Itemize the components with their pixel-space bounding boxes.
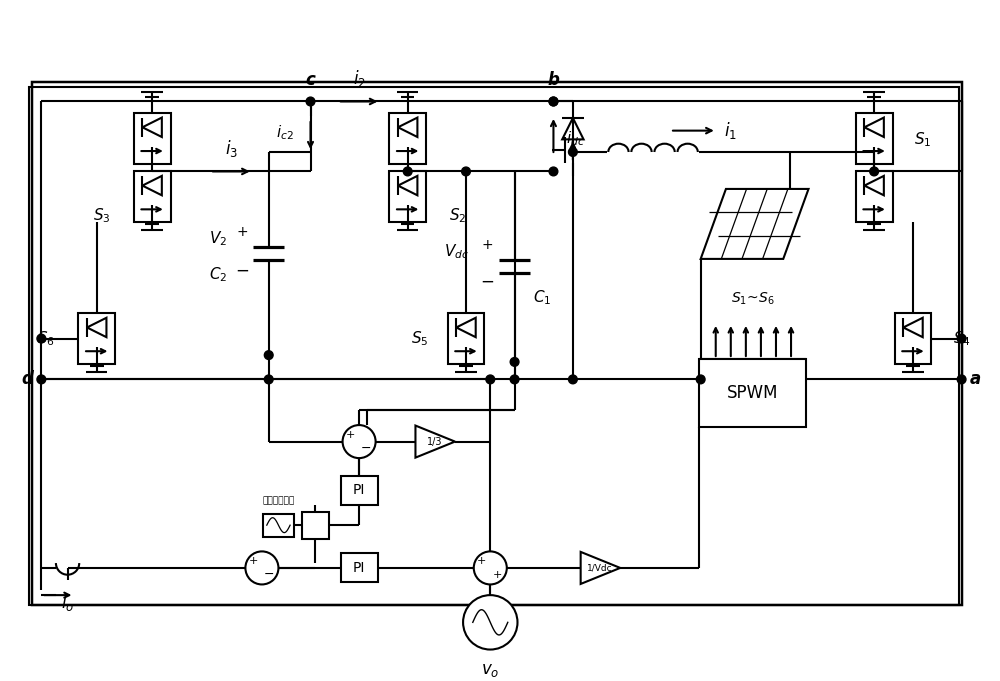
- Polygon shape: [701, 189, 809, 259]
- Polygon shape: [415, 426, 455, 458]
- Polygon shape: [856, 172, 893, 222]
- Circle shape: [957, 375, 966, 384]
- Circle shape: [957, 334, 966, 343]
- Text: $i_1$: $i_1$: [724, 120, 736, 141]
- Text: V$_2$: V$_2$: [209, 229, 227, 249]
- Text: b: b: [548, 71, 559, 89]
- Circle shape: [696, 375, 705, 384]
- Text: C$_2$: C$_2$: [209, 266, 227, 284]
- Polygon shape: [134, 172, 171, 222]
- Polygon shape: [78, 313, 115, 364]
- Circle shape: [474, 552, 507, 584]
- Circle shape: [403, 167, 412, 176]
- FancyBboxPatch shape: [699, 359, 806, 427]
- Text: S$_2$: S$_2$: [449, 207, 467, 225]
- Circle shape: [486, 375, 495, 384]
- Polygon shape: [134, 113, 171, 163]
- Text: +: +: [248, 556, 258, 566]
- FancyBboxPatch shape: [341, 554, 378, 582]
- Circle shape: [510, 375, 519, 384]
- Text: d: d: [22, 370, 34, 388]
- Text: −: −: [263, 568, 274, 581]
- Text: $i_{dc}$: $i_{dc}$: [566, 129, 585, 148]
- Text: S$_1$: S$_1$: [914, 130, 931, 148]
- Text: $i_3$: $i_3$: [225, 138, 238, 159]
- Polygon shape: [895, 313, 931, 364]
- Text: 1/Vdc: 1/Vdc: [587, 563, 613, 573]
- Text: a: a: [970, 370, 981, 388]
- Circle shape: [510, 358, 519, 366]
- Text: +: +: [492, 570, 502, 580]
- Circle shape: [549, 97, 558, 106]
- Text: SPWM: SPWM: [727, 384, 778, 402]
- Text: +: +: [237, 225, 248, 239]
- Circle shape: [264, 351, 273, 360]
- FancyBboxPatch shape: [263, 513, 294, 537]
- Polygon shape: [856, 113, 893, 163]
- Circle shape: [870, 167, 878, 176]
- Text: PI: PI: [353, 484, 365, 497]
- Text: −: −: [361, 442, 371, 455]
- Text: C$_1$: C$_1$: [533, 289, 551, 307]
- Text: $v_o$: $v_o$: [481, 661, 499, 679]
- Circle shape: [569, 148, 577, 157]
- Circle shape: [37, 375, 46, 384]
- FancyBboxPatch shape: [341, 475, 378, 505]
- Text: c: c: [306, 71, 315, 89]
- Text: $i_o$: $i_o$: [61, 592, 74, 613]
- Text: −: −: [236, 262, 249, 280]
- Text: S$_6$: S$_6$: [37, 329, 55, 348]
- Circle shape: [306, 97, 315, 106]
- Text: $i_2$: $i_2$: [353, 68, 366, 89]
- Circle shape: [343, 425, 376, 458]
- Text: +: +: [346, 430, 355, 440]
- Circle shape: [245, 552, 278, 584]
- Circle shape: [549, 167, 558, 176]
- Text: 1/3: 1/3: [427, 437, 443, 447]
- Text: S$_5$: S$_5$: [411, 329, 428, 348]
- Text: $i_{c2}$: $i_{c2}$: [276, 123, 294, 142]
- Text: +: +: [482, 238, 493, 252]
- Polygon shape: [581, 552, 620, 584]
- Text: S$_4$: S$_4$: [953, 329, 971, 348]
- Circle shape: [37, 334, 46, 343]
- Text: V$_{dc}$: V$_{dc}$: [444, 242, 469, 262]
- Text: −: −: [480, 272, 494, 290]
- Polygon shape: [448, 313, 484, 364]
- Circle shape: [264, 375, 273, 384]
- Text: +: +: [477, 556, 486, 566]
- Text: S$_1$~S$_6$: S$_1$~S$_6$: [731, 291, 774, 308]
- Text: PI: PI: [353, 561, 365, 575]
- Circle shape: [569, 375, 577, 384]
- Polygon shape: [389, 172, 426, 222]
- Text: S$_3$: S$_3$: [93, 207, 110, 225]
- Text: 单位正弦信号: 单位正弦信号: [262, 496, 295, 506]
- FancyBboxPatch shape: [302, 511, 329, 539]
- Circle shape: [549, 97, 558, 106]
- Circle shape: [463, 595, 517, 650]
- Circle shape: [462, 167, 470, 176]
- Polygon shape: [389, 113, 426, 163]
